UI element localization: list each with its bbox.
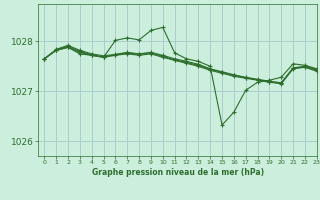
X-axis label: Graphe pression niveau de la mer (hPa): Graphe pression niveau de la mer (hPa) — [92, 168, 264, 177]
